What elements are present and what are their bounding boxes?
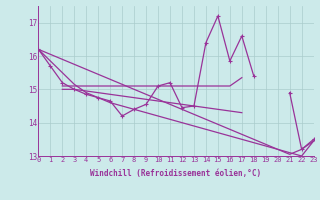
X-axis label: Windchill (Refroidissement éolien,°C): Windchill (Refroidissement éolien,°C) [91,169,261,178]
